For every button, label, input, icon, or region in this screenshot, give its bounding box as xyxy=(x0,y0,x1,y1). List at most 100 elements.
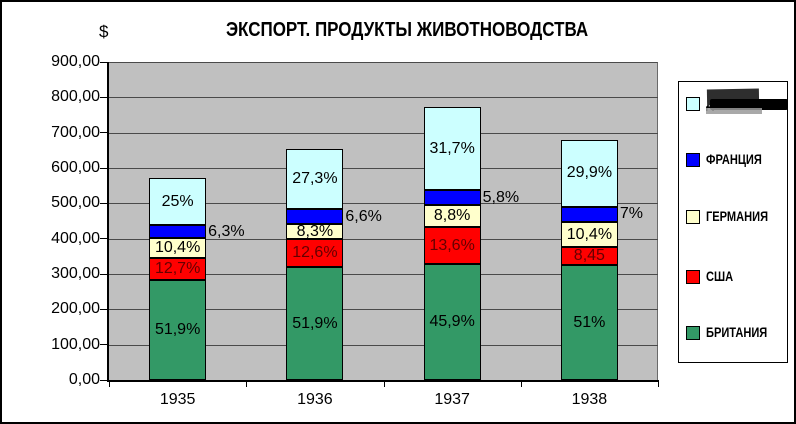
legend-item-usa: США xyxy=(686,268,739,285)
y-axis-tick xyxy=(100,61,108,63)
y-axis-tick-label: 300,00 xyxy=(51,265,100,282)
gridline xyxy=(109,203,658,205)
bar-segment-label: 8,45 xyxy=(573,247,605,265)
y-axis-tick-label: 0,00 xyxy=(68,371,100,388)
legend-label-france: ФРАНЦИЯ xyxy=(706,152,762,168)
gridline xyxy=(109,274,658,275)
y-axis-tick xyxy=(100,202,108,204)
bar-segment-usa-1938 xyxy=(560,247,618,266)
legend-item-germany: ГЕРМАНИЯ xyxy=(686,208,782,225)
legend: ДРУГИЕ ФРАНЦИЯ ГЕРМАНИЯ США БРИТАНИЯ xyxy=(678,81,788,363)
y-axis-tick xyxy=(100,344,108,346)
y-axis-tick-label: 400,00 xyxy=(51,229,100,247)
bar-segment-label: 45,9% xyxy=(429,313,475,331)
x-axis-category-label: 1936 xyxy=(297,391,333,408)
legend-label-germany: ГЕРМАНИЯ xyxy=(706,209,769,225)
y-axis-tick-label: 800,00 xyxy=(51,88,100,106)
bar-segment-label: 5,8% xyxy=(482,188,520,206)
bar-segment-label: 6,6% xyxy=(345,207,382,225)
bar-segment-france-1936 xyxy=(286,208,344,225)
x-axis-tick xyxy=(383,382,385,387)
bar-segment-label: 51,9% xyxy=(154,321,201,339)
bar-segment-france-1938 xyxy=(560,206,618,223)
x-axis-category-label: 1935 xyxy=(159,391,196,408)
x-axis-tick xyxy=(520,382,522,387)
legend-item-britain: БРИТАНИЯ xyxy=(686,324,781,341)
bar-segment-label: 51,9% xyxy=(292,314,338,332)
x-axis-tick xyxy=(109,382,110,387)
bar-segment-label: 10,4% xyxy=(154,239,201,257)
y-axis-tick-label: 900,00 xyxy=(51,53,100,70)
redaction-mark xyxy=(710,99,788,110)
gridline xyxy=(109,168,658,169)
bar-segment-france-1937 xyxy=(423,190,481,206)
bar-segment-label: 31,7% xyxy=(429,139,475,157)
bar-segment-britain-1936 xyxy=(286,267,344,380)
bar-segment-germany-1936 xyxy=(286,224,344,240)
chart-title-text: ЭКСПОРТ. ПРОДУКТЫ ЖИВОТНОВОДСТВА xyxy=(225,19,589,41)
bar-segment-france-1935 xyxy=(149,225,207,239)
y-axis-tick xyxy=(100,132,108,134)
legend-item-others: ДРУГИЕ xyxy=(686,88,788,114)
bar-segment-usa-1937 xyxy=(423,227,481,265)
legend-label-usa: США xyxy=(706,269,734,285)
gridline xyxy=(109,132,658,134)
y-axis-tick xyxy=(100,273,108,275)
bar-segment-britain-1935 xyxy=(149,280,207,380)
y-axis-tick xyxy=(100,238,108,240)
bar-segment-usa-1936 xyxy=(286,239,344,268)
y-axis-tick-label: 600,00 xyxy=(51,159,100,176)
y-axis-line xyxy=(107,62,109,382)
gridline xyxy=(109,344,658,346)
bar-segment-others-1937 xyxy=(423,107,481,191)
x-axis-line xyxy=(107,380,659,382)
x-axis-category-label: 1937 xyxy=(434,391,470,408)
legend-label-britain: БРИТАНИЯ xyxy=(706,325,768,341)
bar-segment-label: 12,7% xyxy=(154,260,201,278)
y-axis-tick-label: 500,00 xyxy=(51,194,100,212)
bar-segment-usa-1935 xyxy=(149,258,207,281)
bar-segment-germany-1935 xyxy=(149,238,207,259)
y-axis-tick-label: 700,00 xyxy=(51,123,100,141)
y-axis-tick-label: 200,00 xyxy=(51,300,100,318)
bar-segment-label: 29,9% xyxy=(566,164,613,182)
y-axis-tick xyxy=(100,308,108,310)
y-axis-tick-label: 100,00 xyxy=(51,335,100,353)
bar-segment-britain-1938 xyxy=(560,265,618,380)
legend-item-france: ФРАНЦИЯ xyxy=(686,151,774,168)
legend-swatch-germany xyxy=(686,209,700,224)
legend-swatch-usa xyxy=(686,269,700,284)
x-axis-tick xyxy=(246,382,248,387)
x-axis-tick xyxy=(658,382,659,387)
bar-segment-label: 8,8% xyxy=(433,207,471,225)
chart-title: ЭКСПОРТ. ПРОДУКТЫ ЖИВОТНОВОДСТВА xyxy=(112,19,702,42)
bar-segment-others-1938 xyxy=(560,139,618,207)
bar-segment-label: 10,4% xyxy=(566,225,613,243)
bar-segment-label: 51% xyxy=(573,313,606,331)
y-axis-tick xyxy=(100,96,108,98)
bar-segment-label: 27,3% xyxy=(292,169,338,187)
bar-segment-label: 13,6% xyxy=(429,236,475,254)
x-axis-category-label: 1938 xyxy=(571,391,608,408)
bar-segment-germany-1937 xyxy=(423,205,481,228)
legend-swatch-britain xyxy=(686,325,700,340)
bar-segment-others-1935 xyxy=(149,178,207,226)
bar-segment-germany-1938 xyxy=(560,222,618,248)
gridline xyxy=(109,309,658,311)
legend-swatch-others xyxy=(686,96,700,111)
bar-segment-label: 8,3% xyxy=(296,222,334,240)
y-axis-unit-label: $ xyxy=(99,22,109,41)
redaction-mark xyxy=(706,108,762,114)
bar-segment-label: 7% xyxy=(619,205,643,223)
bar-segment-britain-1937 xyxy=(423,264,481,380)
bar-segment-label: 6,3% xyxy=(208,222,245,240)
y-axis-tick xyxy=(100,167,108,169)
bar-segment-label: 12,6% xyxy=(292,244,338,262)
bar-segment-others-1936 xyxy=(286,148,344,209)
bar-segment-label: 25% xyxy=(161,192,194,210)
y-axis-tick xyxy=(100,379,108,381)
gridline xyxy=(109,238,658,240)
gridline xyxy=(109,97,658,99)
legend-swatch-france xyxy=(686,152,700,167)
